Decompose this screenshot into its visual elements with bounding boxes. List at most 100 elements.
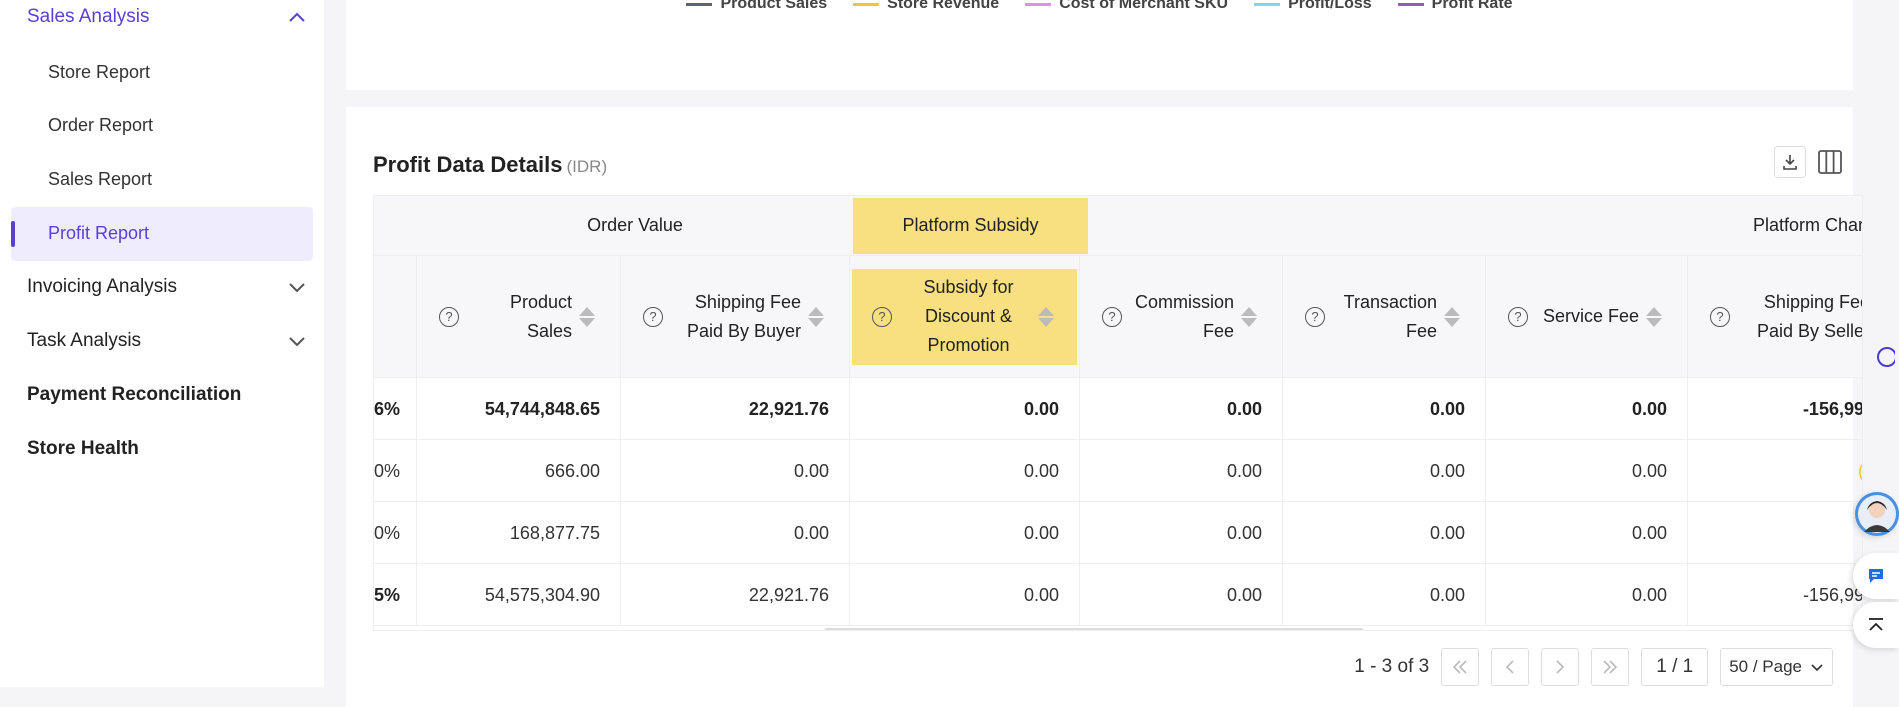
col-header-subsidy-highlight: ? Subsidy for Discount & Promotion [852,268,1077,365]
legend-store-revenue[interactable]: Store Revenue [853,0,999,14]
arrow-to-top-icon [1869,618,1883,631]
table-row: 0% 666.00 0.00 0.00 0.00 0.00 0.00 ( [374,440,1862,502]
sidebar-item-store-report[interactable]: Store Report [48,62,151,82]
help-icon[interactable]: ? [1102,306,1122,327]
legend-cost-merchant-sku[interactable]: Cost of Merchant SKU [1025,0,1228,14]
chat-button[interactable] [1853,553,1899,599]
sidebar-active-indicator [11,221,15,247]
back-to-top-button[interactable] [1853,602,1899,648]
col-header-subsidy[interactable]: ? Subsidy for Discount & Promotion [850,256,1080,378]
chevron-up-icon [289,12,305,22]
cell-transaction: 0.00 [1283,502,1486,564]
cell-rate: 6% [374,378,417,440]
next-page-button[interactable] [1541,648,1580,686]
col-header-transaction[interactable]: ? Transaction Fee [1283,256,1486,378]
card-title-unit: (IDR) [566,157,608,176]
cell-product-sales: 54,575,304.90 [417,564,621,626]
profit-table: Order Value Platform Subsidy Platform Ch… [373,195,1863,631]
download-icon [1783,155,1797,170]
col-header-rate [374,256,417,378]
group-header-order-value: Order Value [417,196,853,256]
chart-card: Product Sales Store Revenue Cost of Merc… [346,0,1853,90]
cell-subsidy: 0.00 [850,440,1080,502]
menu-invoicing-label: Invoicing Analysis [27,276,177,297]
col-header-shipping-buyer[interactable]: ? Shipping Fee Paid By Buyer [621,256,850,378]
cell-commission: 0.00 [1080,564,1283,626]
sort-icon[interactable] [1643,306,1665,327]
support-avatar[interactable] [1855,492,1899,536]
page-size-value: 50 / Page [1729,657,1802,676]
cell-commission: 0.00 [1080,378,1283,440]
pagination-range: 1 - 3 of 3 [1354,656,1430,677]
sort-icon[interactable] [805,306,827,327]
col-header-commission[interactable]: ? Commission Fee [1080,256,1283,378]
cell-product-sales: 54,744,848.65 [417,378,621,440]
legend-profit-loss[interactable]: Profit/Loss [1254,0,1372,14]
chevron-left-icon [1506,660,1514,674]
menu-invoicing-analysis[interactable]: Invoicing Analysis [27,267,307,307]
col-header-service[interactable]: ? Service Fee [1486,256,1688,378]
sidebar-item-order-report[interactable]: Order Report [48,115,154,135]
cell-rate: 0% [374,502,417,564]
columns-button[interactable] [1814,146,1846,178]
chevron-down-icon [289,337,305,347]
pagination: 1 - 3 of 3 1 / 1 50 / Page [1354,648,1833,686]
page-size-select[interactable]: 50 / Page [1720,648,1833,686]
group-header-platform-subsidy: Platform Subsidy [853,197,1088,254]
cell-shipping-buyer: 22,921.76 [621,564,850,626]
cell-transaction: 0.00 [1283,564,1486,626]
col-header-product-sales[interactable]: ? Product Sales [417,256,621,378]
legend-product-sales[interactable]: Product Sales [686,0,827,14]
menu-store-health[interactable]: Store Health [27,438,139,459]
chevron-down-icon [1811,664,1823,672]
cell-service: 0.00 [1486,378,1688,440]
cell-service: 0.00 [1486,502,1688,564]
sort-icon[interactable] [1441,306,1463,327]
cell-subsidy: 0.00 [850,502,1080,564]
sidebar-item-sales-report[interactable]: Sales Report [48,169,153,189]
legend-profit-rate[interactable]: Profit Rate [1397,0,1513,14]
cell-service: 0.00 [1486,564,1688,626]
side-ring-icon[interactable] [1875,345,1895,369]
cell-commission: 0.00 [1080,502,1283,564]
profit-details-card: Profit Data Details (IDR) Order Value Pla… [346,107,1863,707]
chevron-down-icon [289,283,305,293]
page-indicator[interactable]: 1 / 1 [1641,648,1709,686]
help-icon[interactable]: ? [872,306,892,327]
cell-shipping-seller: -156,99 [1802,399,1863,419]
horizontal-scrollbar[interactable] [824,628,1364,630]
menu-task-analysis[interactable]: Task Analysis [27,321,307,361]
table-row: 5% 54,575,304.90 22,921.76 0.00 0.00 0.0… [374,564,1862,626]
help-icon[interactable]: ? [1710,306,1730,327]
cell-subsidy: 0.00 [850,378,1080,440]
download-button[interactable] [1774,146,1806,178]
menu-payment-reconciliation[interactable]: Payment Reconciliation [27,384,242,405]
help-icon[interactable]: ? [439,306,459,327]
double-chevron-left-icon [1453,660,1467,674]
help-icon[interactable]: ? [1508,306,1528,327]
menu-sales-analysis[interactable]: Sales Analysis [27,0,307,37]
last-page-button[interactable] [1591,648,1630,686]
sidebar-item-profit-report[interactable]: Profit Report [48,223,150,243]
cell-shipping-seller: ( [1688,440,1862,502]
help-icon[interactable]: ? [1305,306,1325,327]
double-chevron-right-icon [1603,660,1618,674]
sort-icon[interactable] [1238,306,1260,327]
help-icon[interactable]: ? [643,306,663,327]
cell-rate: 5% [374,564,417,626]
sidebar-item-active-bg [11,207,313,261]
menu-sales-analysis-label: Sales Analysis [27,6,150,27]
menu-task-label: Task Analysis [27,330,142,351]
sort-icon[interactable] [1035,306,1057,327]
cell-service: 0.00 [1486,440,1688,502]
first-page-button[interactable] [1441,648,1480,686]
cell-shipping-buyer: 0.00 [621,502,850,564]
cell-transaction: 0.00 [1283,440,1486,502]
sort-icon[interactable] [576,306,598,327]
cell-rate: 0% [374,440,417,502]
cell-transaction: 0.00 [1283,378,1486,440]
cell-subsidy: 0.00 [850,564,1080,626]
col-header-shipping-seller[interactable]: ? Shipping Fee Paid By Seller [1688,256,1862,378]
cell-commission: 0.00 [1080,440,1283,502]
prev-page-button[interactable] [1491,648,1530,686]
